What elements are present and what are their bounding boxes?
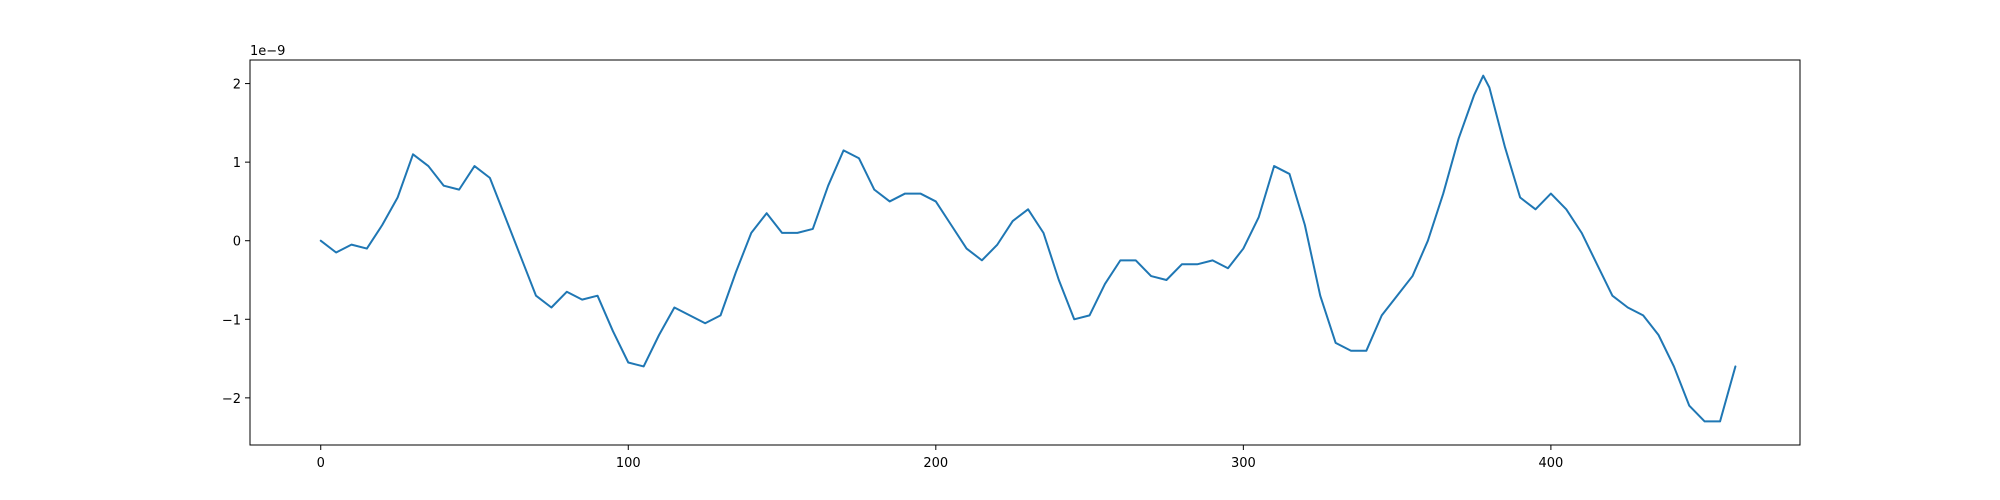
y-tick-label: 1 [233,156,241,171]
plot-background [250,60,1800,445]
x-axis-ticks: 0 100 200 300 400 [317,445,1563,471]
x-tick-label: 0 [317,456,325,471]
y-tick-label: −2 [222,392,241,407]
x-tick-label: 200 [923,456,948,471]
y-offset-label: 1e−9 [250,44,285,59]
y-tick-label: −1 [222,313,241,328]
x-tick-label: 300 [1231,456,1256,471]
y-tick-label: 0 [233,235,241,250]
y-axis-ticks: −2 −1 0 1 2 [222,78,250,407]
plot-frame [249,59,1801,446]
x-tick-label: 100 [616,456,641,471]
y-tick-label: 2 [233,78,241,93]
series-line [319,74,1737,423]
x-tick-label: 400 [1538,456,1563,471]
